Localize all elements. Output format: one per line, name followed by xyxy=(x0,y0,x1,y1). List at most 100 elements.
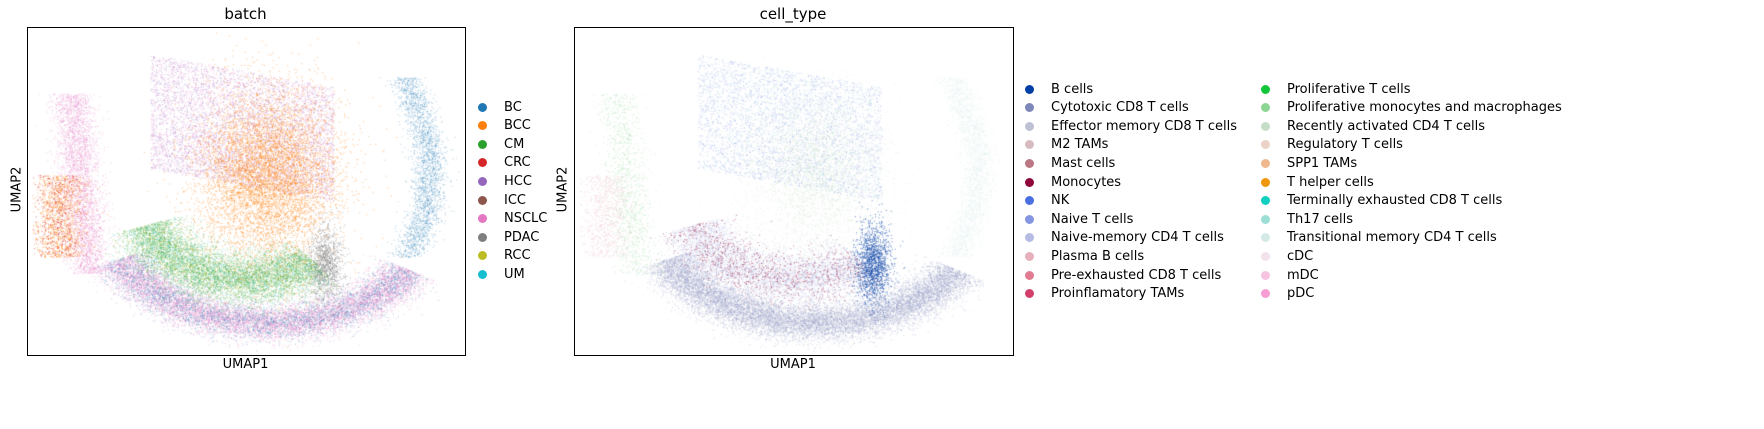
legend-item-b-cells: B cells xyxy=(1025,79,1093,99)
legend-swatch xyxy=(1025,177,1034,187)
legend-swatch xyxy=(1261,233,1270,243)
legend-label: Proinflamatory TAMs xyxy=(1051,286,1185,302)
legend-swatch xyxy=(1025,140,1034,150)
legend-item-m2-tams: M2 TAMs xyxy=(1025,135,1108,155)
legend-item-bc: BC xyxy=(478,97,522,117)
legend-item-bcc: BCC xyxy=(478,116,531,136)
legend-label: ICC xyxy=(504,192,526,208)
legend-item-t-helper-cells: T helper cells xyxy=(1261,172,1374,192)
legend-swatch xyxy=(1025,214,1034,224)
legend-item-naive-memory-cd4-t-cells: Naive-memory CD4 T cells xyxy=(1025,228,1224,248)
legend-label: M2 TAMs xyxy=(1051,137,1109,153)
legend-swatch xyxy=(1025,289,1034,299)
legend-swatch xyxy=(1025,158,1034,168)
legend-swatch xyxy=(1025,270,1034,280)
legend-label: UM xyxy=(504,266,525,282)
cell-type-ylabel: UMAP2 xyxy=(555,166,571,213)
legend-item-transitional-memory-cd4-t-cells: Transitional memory CD4 T cells xyxy=(1261,228,1497,248)
legend-item-th17-cells: Th17 cells xyxy=(1261,209,1353,229)
legend-item-mdc: mDC xyxy=(1261,265,1319,285)
legend-item-monocytes: Monocytes xyxy=(1025,172,1121,192)
legend-label: CM xyxy=(504,136,525,152)
legend-swatch xyxy=(478,214,487,224)
legend-label: T helper cells xyxy=(1287,174,1374,190)
legend-label: Naive T cells xyxy=(1051,211,1134,227)
legend-swatch xyxy=(478,102,487,112)
legend-item-recently-activated-cd4-t-cells: Recently activated CD4 T cells xyxy=(1261,116,1485,136)
legend-item-proinflamatory-tams: Proinflamatory TAMs xyxy=(1025,284,1184,304)
legend-item-rcc: RCC xyxy=(478,246,531,266)
legend-swatch xyxy=(1261,121,1270,131)
legend-swatch xyxy=(1261,103,1270,113)
legend-swatch xyxy=(1261,196,1270,206)
legend-label: Pre-exhausted CD8 T cells xyxy=(1051,267,1222,283)
legend-label: Transitional memory CD4 T cells xyxy=(1287,230,1497,246)
legend-label: Cytotoxic CD8 T cells xyxy=(1051,100,1189,116)
legend-item-crc: CRC xyxy=(478,153,531,173)
legend-item-spp1-tams: SPP1 TAMs xyxy=(1261,153,1357,173)
legend-item-pdc: pDC xyxy=(1261,284,1314,304)
legend-label: Mast cells xyxy=(1051,155,1116,171)
legend-label: Effector memory CD8 T cells xyxy=(1051,118,1237,134)
legend-swatch xyxy=(1025,121,1034,131)
batch-umap-scatter xyxy=(27,27,466,356)
legend-swatch xyxy=(478,121,487,131)
legend-swatch xyxy=(1025,251,1034,261)
cell-type-xlabel: UMAP1 xyxy=(770,357,816,372)
legend-swatch xyxy=(478,158,487,168)
legend-swatch xyxy=(1261,289,1270,299)
legend-item-pdac: PDAC xyxy=(478,227,539,247)
legend-swatch xyxy=(1025,233,1034,243)
legend-label: Recently activated CD4 T cells xyxy=(1287,118,1486,134)
legend-item-mast-cells: Mast cells xyxy=(1025,153,1115,173)
legend-label: pDC xyxy=(1287,286,1315,302)
batch-xlabel: UMAP1 xyxy=(222,357,269,372)
legend-label: HCC xyxy=(504,173,532,189)
legend-swatch xyxy=(1261,177,1270,187)
legend-item-effector-memory-cd8-t-cells: Effector memory CD8 T cells xyxy=(1025,116,1237,136)
cell-type-panel-title: cell_type xyxy=(759,5,827,23)
legend-label: NK xyxy=(1051,193,1070,209)
legend-swatch xyxy=(478,232,487,242)
legend-swatch xyxy=(1261,251,1270,261)
legend-label: Naive-memory CD4 T cells xyxy=(1051,230,1224,246)
legend-label: Monocytes xyxy=(1051,174,1122,190)
batch-panel-title: batch xyxy=(224,5,267,23)
legend-item-proliferative-t-cells: Proliferative T cells xyxy=(1261,79,1410,99)
legend-swatch xyxy=(1261,214,1270,224)
legend-item-um: UM xyxy=(478,264,525,284)
legend-label: Terminally exhausted CD8 T cells xyxy=(1287,193,1503,209)
legend-item-pre-exhausted-cd8-t-cells: Pre-exhausted CD8 T cells xyxy=(1025,265,1221,285)
legend-swatch xyxy=(1025,84,1034,94)
legend-label: Th17 cells xyxy=(1287,211,1353,227)
legend-item-hcc: HCC xyxy=(478,171,532,191)
legend-swatch xyxy=(1025,103,1034,113)
legend-label: cDC xyxy=(1287,248,1314,264)
legend-item-nk: NK xyxy=(1025,191,1069,211)
legend-item-proliferative-monocytes-and-macrophages: Proliferative monocytes and macrophages xyxy=(1261,98,1562,118)
legend-label: B cells xyxy=(1051,81,1094,97)
legend-item-nsclc: NSCLC xyxy=(478,209,547,229)
legend-swatch xyxy=(1261,270,1270,280)
legend-swatch xyxy=(478,195,487,205)
legend-swatch xyxy=(478,139,487,149)
legend-label: Plasma B cells xyxy=(1051,248,1145,264)
legend-item-cytotoxic-cd8-t-cells: Cytotoxic CD8 T cells xyxy=(1025,98,1189,118)
legend-item-regulatory-t-cells: Regulatory T cells xyxy=(1261,135,1403,155)
legend-label: PDAC xyxy=(504,229,540,245)
legend-label: mDC xyxy=(1287,267,1319,283)
legend-label: NSCLC xyxy=(504,211,548,227)
cell-type-umap-scatter xyxy=(574,27,1014,356)
batch-ylabel: UMAP2 xyxy=(9,166,25,213)
legend-swatch xyxy=(478,176,487,186)
legend-item-icc: ICC xyxy=(478,190,526,210)
legend-swatch xyxy=(1261,158,1270,168)
legend-swatch xyxy=(1261,84,1270,94)
legend-item-naive-t-cells: Naive T cells xyxy=(1025,209,1133,229)
legend-item-terminally-exhausted-cd8-t-cells: Terminally exhausted CD8 T cells xyxy=(1261,191,1502,211)
legend-label: SPP1 TAMs xyxy=(1287,155,1358,171)
legend-item-plasma-b-cells: Plasma B cells xyxy=(1025,246,1144,266)
legend-item-cm: CM xyxy=(478,134,524,154)
legend-label: RCC xyxy=(504,248,531,264)
